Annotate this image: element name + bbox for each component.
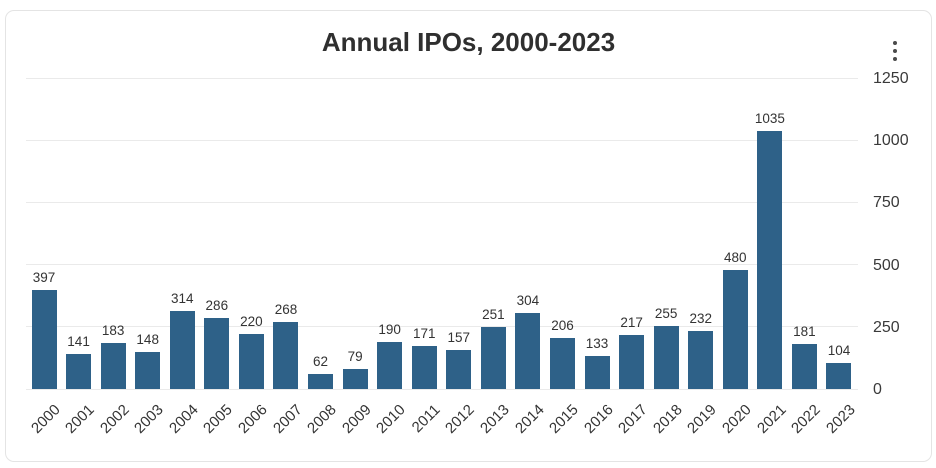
y-tick-label: 250 [873, 318, 900, 336]
bar-2001[interactable] [66, 353, 92, 389]
bar-value-label: 141 [67, 333, 90, 349]
x-tick-label: 2009 [338, 401, 375, 437]
bar-value-label: 206 [551, 317, 574, 333]
bar-2003[interactable] [135, 352, 161, 389]
bar-value-label: 304 [516, 293, 540, 309]
x-tick-label: 2010 [373, 401, 409, 437]
bar-2020[interactable] [722, 269, 748, 389]
y-tick-label: 500 [873, 256, 900, 274]
x-tick-label: 2008 [304, 401, 340, 437]
bar-2010[interactable] [377, 341, 403, 389]
bar-2016[interactable] [584, 355, 610, 389]
bar-2023[interactable] [826, 363, 852, 389]
x-tick-label: 2002 [96, 401, 133, 437]
x-tick-label: 2021 [753, 401, 790, 437]
bar-2002[interactable] [100, 343, 126, 389]
bar-2006[interactable] [238, 334, 264, 389]
bar-value-label: 148 [136, 332, 159, 348]
y-tick-label: 1000 [873, 132, 909, 150]
bar-value-label: 133 [585, 335, 609, 351]
bar-2017[interactable] [619, 335, 645, 389]
bar-2013[interactable] [480, 326, 506, 389]
x-tick-label: 2017 [615, 401, 651, 437]
chart-title: Annual IPOs, 2000-2023 [321, 27, 616, 57]
bar-value-label: 286 [205, 297, 229, 313]
gridline [26, 264, 858, 266]
bar-value-label: 1035 [754, 111, 785, 127]
bar-2022[interactable] [791, 343, 817, 389]
kebab-dot [893, 49, 897, 53]
gridline [26, 139, 858, 141]
bar-2021[interactable] [757, 131, 783, 389]
kebab-dot [893, 41, 897, 45]
bar-value-label: 480 [724, 249, 747, 265]
bar-2011[interactable] [411, 346, 437, 389]
x-tick-label: 2000 [27, 401, 64, 437]
kebab-dot [893, 57, 897, 61]
x-tick-label: 2001 [62, 401, 98, 437]
bar-value-label: 171 [412, 326, 436, 342]
bar-value-label: 190 [378, 321, 401, 337]
x-tick-label: 2007 [269, 401, 306, 437]
x-tick-label: 2013 [477, 401, 513, 437]
x-tick-label: 2019 [684, 401, 721, 437]
bar-2007[interactable] [273, 322, 299, 389]
y-tick-label: 1250 [873, 70, 909, 87]
bar-value-label: 397 [32, 270, 56, 286]
bar-value-label: 183 [101, 323, 125, 339]
bar-value-label: 181 [793, 323, 816, 339]
bar-2004[interactable] [169, 310, 195, 389]
bar-value-label: 251 [482, 306, 505, 322]
gridline [26, 201, 858, 203]
x-tick-label: 2015 [546, 401, 582, 437]
gridline [26, 326, 858, 328]
bar-value-label: 314 [170, 290, 194, 306]
x-tick-label: 2012 [442, 401, 479, 437]
bar-chart: 0 250 500 750 1000 1250 397 2000 141 2001 183 2002 1… [6, 11, 931, 461]
x-tick-label: 2023 [822, 401, 859, 437]
x-tick-label: 2018 [649, 401, 686, 437]
bar-2012[interactable] [446, 349, 472, 389]
bar-2008[interactable] [308, 373, 334, 389]
x-tick-label: 2022 [788, 401, 824, 437]
bar-2000[interactable] [31, 290, 57, 389]
x-tick-label: 2006 [235, 401, 271, 437]
bar-2005[interactable] [204, 317, 230, 389]
y-tick-label: 0 [873, 381, 882, 398]
bar-value-label: 79 [347, 349, 363, 365]
chart-card: Annual IPOs, 2000-2023 0 250 500 750 1000 125… [5, 10, 932, 462]
bar-2015[interactable] [549, 337, 575, 389]
bar-value-label: 232 [689, 311, 712, 327]
bar-value-label: 220 [240, 314, 263, 330]
bar-value-label: 157 [447, 329, 471, 345]
bar-2009[interactable] [342, 369, 368, 389]
kebab-menu-icon[interactable] [887, 37, 903, 65]
gridline [26, 388, 858, 390]
bar-value-label: 268 [274, 302, 298, 318]
bar-2018[interactable] [653, 325, 679, 389]
x-tick-label: 2003 [131, 401, 168, 437]
x-tick-label: 2016 [580, 401, 617, 437]
bar-value-label: 217 [620, 315, 643, 330]
x-tick-label: 2020 [719, 401, 755, 437]
bar-value-label: 104 [827, 343, 851, 359]
x-tick-label: 2011 [408, 401, 444, 437]
bar-2014[interactable] [515, 313, 541, 389]
bar-2019[interactable] [688, 331, 714, 389]
x-tick-label: 2005 [200, 401, 237, 437]
bar-value-label: 62 [313, 353, 329, 369]
bar-value-label: 255 [654, 305, 678, 321]
gridline [26, 77, 858, 79]
y-tick-label: 750 [873, 194, 900, 212]
x-tick-label: 2004 [165, 401, 202, 437]
x-tick-label: 2014 [511, 401, 548, 437]
